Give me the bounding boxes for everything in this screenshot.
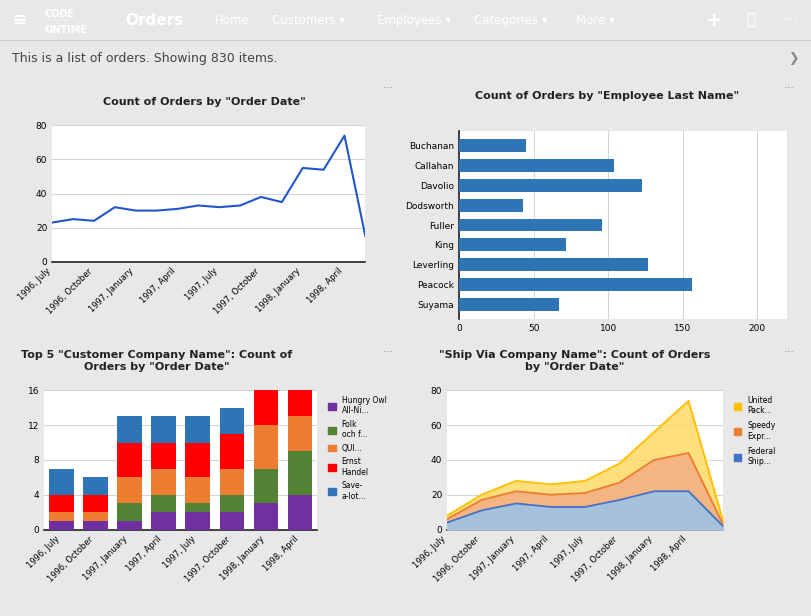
Text: ···: ··· bbox=[383, 347, 393, 357]
Bar bbox=[288, 452, 312, 495]
Legend: Hungry Owl
All-Ni..., Folk
och f..., QUI..., Ernst
Handel, Save-
a-lot...: Hungry Owl All-Ni..., Folk och f..., QUI… bbox=[327, 394, 388, 502]
Text: Count of Orders by "Employee Last Name": Count of Orders by "Employee Last Name" bbox=[475, 91, 739, 102]
Bar bbox=[118, 503, 142, 521]
Bar bbox=[254, 503, 278, 530]
Bar bbox=[83, 477, 108, 495]
Bar bbox=[288, 347, 312, 373]
Bar bbox=[459, 139, 526, 152]
Bar bbox=[186, 477, 210, 503]
Bar bbox=[459, 238, 566, 251]
Text: "Ship Via Company Name": Count of Orders
by "Order Date": "Ship Via Company Name": Count of Orders… bbox=[440, 351, 710, 372]
Bar bbox=[152, 416, 176, 442]
Bar bbox=[288, 495, 312, 530]
Bar bbox=[288, 416, 312, 452]
Bar bbox=[288, 373, 312, 416]
Bar bbox=[152, 442, 176, 469]
Text: Customers ▾: Customers ▾ bbox=[272, 14, 345, 26]
Bar bbox=[220, 495, 244, 512]
Bar bbox=[118, 521, 142, 530]
Text: Categories ▾: Categories ▾ bbox=[474, 14, 548, 26]
Bar bbox=[49, 495, 74, 512]
Bar bbox=[254, 469, 278, 503]
Bar bbox=[186, 416, 210, 442]
Bar bbox=[49, 512, 74, 521]
Bar bbox=[459, 159, 614, 172]
Text: CODE: CODE bbox=[45, 9, 75, 19]
Text: ···: ··· bbox=[784, 13, 797, 27]
Bar bbox=[118, 442, 142, 477]
Text: ···: ··· bbox=[784, 347, 795, 357]
Text: Home: Home bbox=[215, 14, 250, 26]
Bar bbox=[83, 512, 108, 521]
Bar bbox=[254, 364, 278, 391]
Bar bbox=[459, 199, 523, 212]
Text: +: + bbox=[706, 10, 722, 30]
Bar bbox=[152, 469, 176, 495]
Bar bbox=[459, 179, 642, 192]
Bar bbox=[152, 495, 176, 512]
Bar bbox=[254, 425, 278, 469]
Bar bbox=[220, 434, 244, 469]
Bar bbox=[152, 512, 176, 530]
Bar bbox=[118, 416, 142, 442]
Text: ···: ··· bbox=[784, 84, 795, 94]
Text: Employees ▾: Employees ▾ bbox=[377, 14, 451, 26]
Bar bbox=[49, 469, 74, 495]
Text: ❯: ❯ bbox=[788, 52, 799, 65]
Bar bbox=[118, 477, 142, 503]
Text: ONTIME: ONTIME bbox=[45, 25, 88, 35]
Bar bbox=[459, 258, 648, 271]
Bar bbox=[186, 442, 210, 477]
Bar bbox=[220, 408, 244, 434]
Bar bbox=[83, 521, 108, 530]
Bar bbox=[186, 512, 210, 530]
Legend: United
Pack..., Speedy
Expr..., Federal
Ship...: United Pack..., Speedy Expr..., Federal … bbox=[732, 394, 778, 468]
Text: ⌕: ⌕ bbox=[746, 12, 755, 28]
Text: Count of Orders by "Order Date": Count of Orders by "Order Date" bbox=[104, 97, 307, 107]
Bar bbox=[83, 495, 108, 512]
Bar bbox=[459, 278, 692, 291]
Bar bbox=[459, 298, 559, 311]
Bar bbox=[49, 521, 74, 530]
Text: More ▾: More ▾ bbox=[576, 14, 615, 26]
Text: ≡: ≡ bbox=[12, 11, 26, 29]
Bar bbox=[186, 503, 210, 512]
Text: ···: ··· bbox=[383, 84, 393, 94]
Bar bbox=[254, 391, 278, 425]
Text: Orders: Orders bbox=[126, 12, 184, 28]
Bar bbox=[220, 469, 244, 495]
Bar bbox=[220, 512, 244, 530]
Bar bbox=[459, 219, 602, 232]
Text: Top 5 "Customer Company Name": Count of
Orders by "Order Date": Top 5 "Customer Company Name": Count of … bbox=[21, 351, 292, 372]
Text: This is a list of orders. Showing 830 items.: This is a list of orders. Showing 830 it… bbox=[12, 52, 277, 65]
